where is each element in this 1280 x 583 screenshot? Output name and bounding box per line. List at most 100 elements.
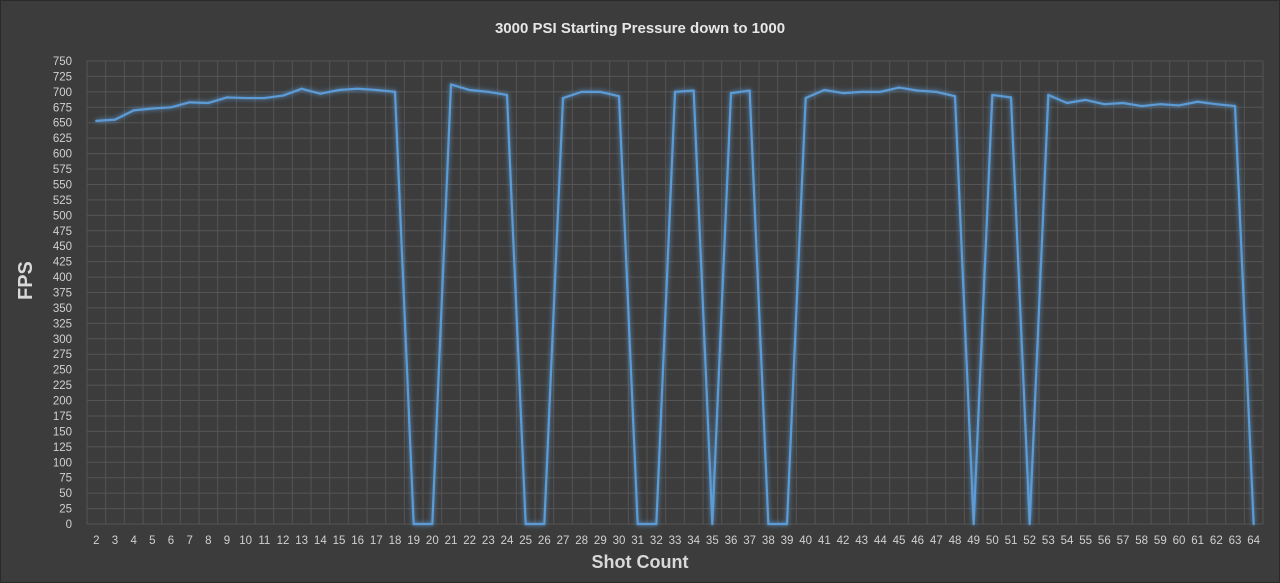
- x-tick-label: 12: [277, 535, 290, 547]
- data-point: [449, 83, 453, 86]
- data-point: [804, 96, 807, 100]
- x-tick-label: 26: [538, 535, 551, 547]
- y-tick-label: 325: [53, 318, 72, 330]
- x-tick-label: 56: [1098, 535, 1111, 547]
- x-tick-label: 2: [93, 535, 99, 547]
- data-point: [991, 93, 994, 97]
- x-tick-label: 57: [1117, 535, 1130, 547]
- y-tick-label: 675: [53, 102, 72, 114]
- data-point: [281, 94, 285, 97]
- x-tick-label: 14: [314, 535, 327, 547]
- y-tick-label: 450: [53, 241, 72, 253]
- data-point: [393, 90, 397, 94]
- x-tick-label: 44: [874, 535, 887, 547]
- x-tick-label: 64: [1247, 535, 1260, 547]
- x-tick-label: 55: [1079, 535, 1092, 547]
- x-tick-label: 61: [1191, 535, 1204, 547]
- data-point: [188, 101, 191, 104]
- y-tick-label: 125: [53, 442, 72, 454]
- data-point: [1065, 101, 1069, 105]
- data-point: [1233, 104, 1237, 108]
- x-tick-label: 3: [112, 535, 118, 547]
- x-tick-label: 51: [1005, 535, 1018, 547]
- data-point: [1177, 104, 1181, 107]
- x-tick-label: 30: [613, 535, 626, 547]
- x-tick-label: 39: [781, 535, 794, 547]
- data-point: [337, 88, 341, 92]
- y-tick-label: 425: [53, 257, 72, 269]
- x-tick-label: 13: [295, 535, 308, 547]
- x-tick-label: 37: [743, 535, 756, 547]
- data-point: [95, 119, 98, 123]
- x-tick-label: 8: [205, 535, 211, 547]
- data-point: [599, 90, 602, 94]
- data-point: [748, 89, 751, 92]
- x-axis-title: Shot Count: [591, 552, 689, 572]
- y-tick-label: 400: [53, 272, 72, 284]
- y-tick-label: 475: [53, 226, 72, 238]
- x-tick-label: 15: [333, 535, 346, 547]
- y-tick-label: 75: [59, 473, 72, 485]
- x-tick-label: 54: [1061, 535, 1074, 547]
- y-tick-label: 525: [53, 195, 72, 207]
- data-point: [431, 522, 434, 526]
- x-tick-label: 46: [911, 535, 924, 547]
- x-tick-label: 45: [893, 535, 906, 547]
- y-tick-label: 625: [53, 133, 72, 145]
- data-point: [636, 522, 639, 526]
- y-tick-label: 150: [53, 426, 72, 438]
- x-tick-label: 36: [725, 535, 738, 547]
- x-tick-label: 35: [706, 535, 719, 547]
- data-point: [935, 90, 938, 94]
- data-point: [823, 88, 826, 92]
- y-tick-label: 100: [53, 457, 72, 469]
- x-tick-label: 9: [224, 535, 230, 547]
- data-point: [617, 94, 621, 98]
- data-point: [1215, 103, 1218, 106]
- y-tick-label: 250: [53, 365, 72, 377]
- y-tick-label: 175: [53, 411, 72, 423]
- x-tick-label: 24: [501, 535, 514, 547]
- x-tick-label: 43: [855, 535, 868, 547]
- x-tick-label: 49: [967, 535, 980, 547]
- data-point: [972, 522, 975, 526]
- x-tick-label: 23: [482, 535, 495, 547]
- data-point: [505, 93, 509, 97]
- y-tick-label: 200: [53, 396, 72, 408]
- data-point: [1159, 103, 1162, 106]
- data-point: [1047, 93, 1050, 97]
- data-point: [1009, 96, 1013, 99]
- data-point: [300, 87, 303, 90]
- data-point: [356, 87, 359, 90]
- data-point: [207, 101, 210, 105]
- x-tick-label: 62: [1210, 535, 1223, 547]
- data-point: [785, 522, 789, 526]
- data-point: [692, 89, 695, 92]
- y-tick-label: 700: [53, 87, 72, 99]
- data-point: [132, 109, 135, 112]
- x-tick-label: 63: [1229, 535, 1242, 547]
- x-axis-ticks: 2 3 4 5 6 7 8 9 10 11 12 13 14 15 16 17 18 19 20 21 22 23 24 25…: [93, 535, 1261, 547]
- data-point: [1028, 522, 1031, 526]
- x-tick-label: 34: [687, 535, 700, 547]
- series-layer: [95, 83, 1255, 526]
- data-point: [729, 91, 733, 95]
- y-tick-label: 575: [53, 164, 72, 176]
- y-tick-label: 350: [53, 303, 72, 315]
- x-tick-label: 38: [762, 535, 775, 547]
- x-tick-label: 11: [258, 535, 270, 547]
- data-point: [468, 88, 471, 92]
- series-line: [96, 83, 1255, 526]
- data-point: [524, 522, 527, 526]
- data-point: [1196, 100, 1199, 103]
- x-tick-label: 16: [351, 535, 364, 547]
- x-tick-label: 47: [930, 535, 943, 547]
- y-tick-label: 725: [53, 71, 72, 83]
- data-point: [655, 522, 658, 526]
- y-tick-label: 600: [53, 149, 72, 161]
- data-point: [580, 90, 583, 94]
- data-point: [1252, 522, 1255, 526]
- data-point: [673, 90, 677, 94]
